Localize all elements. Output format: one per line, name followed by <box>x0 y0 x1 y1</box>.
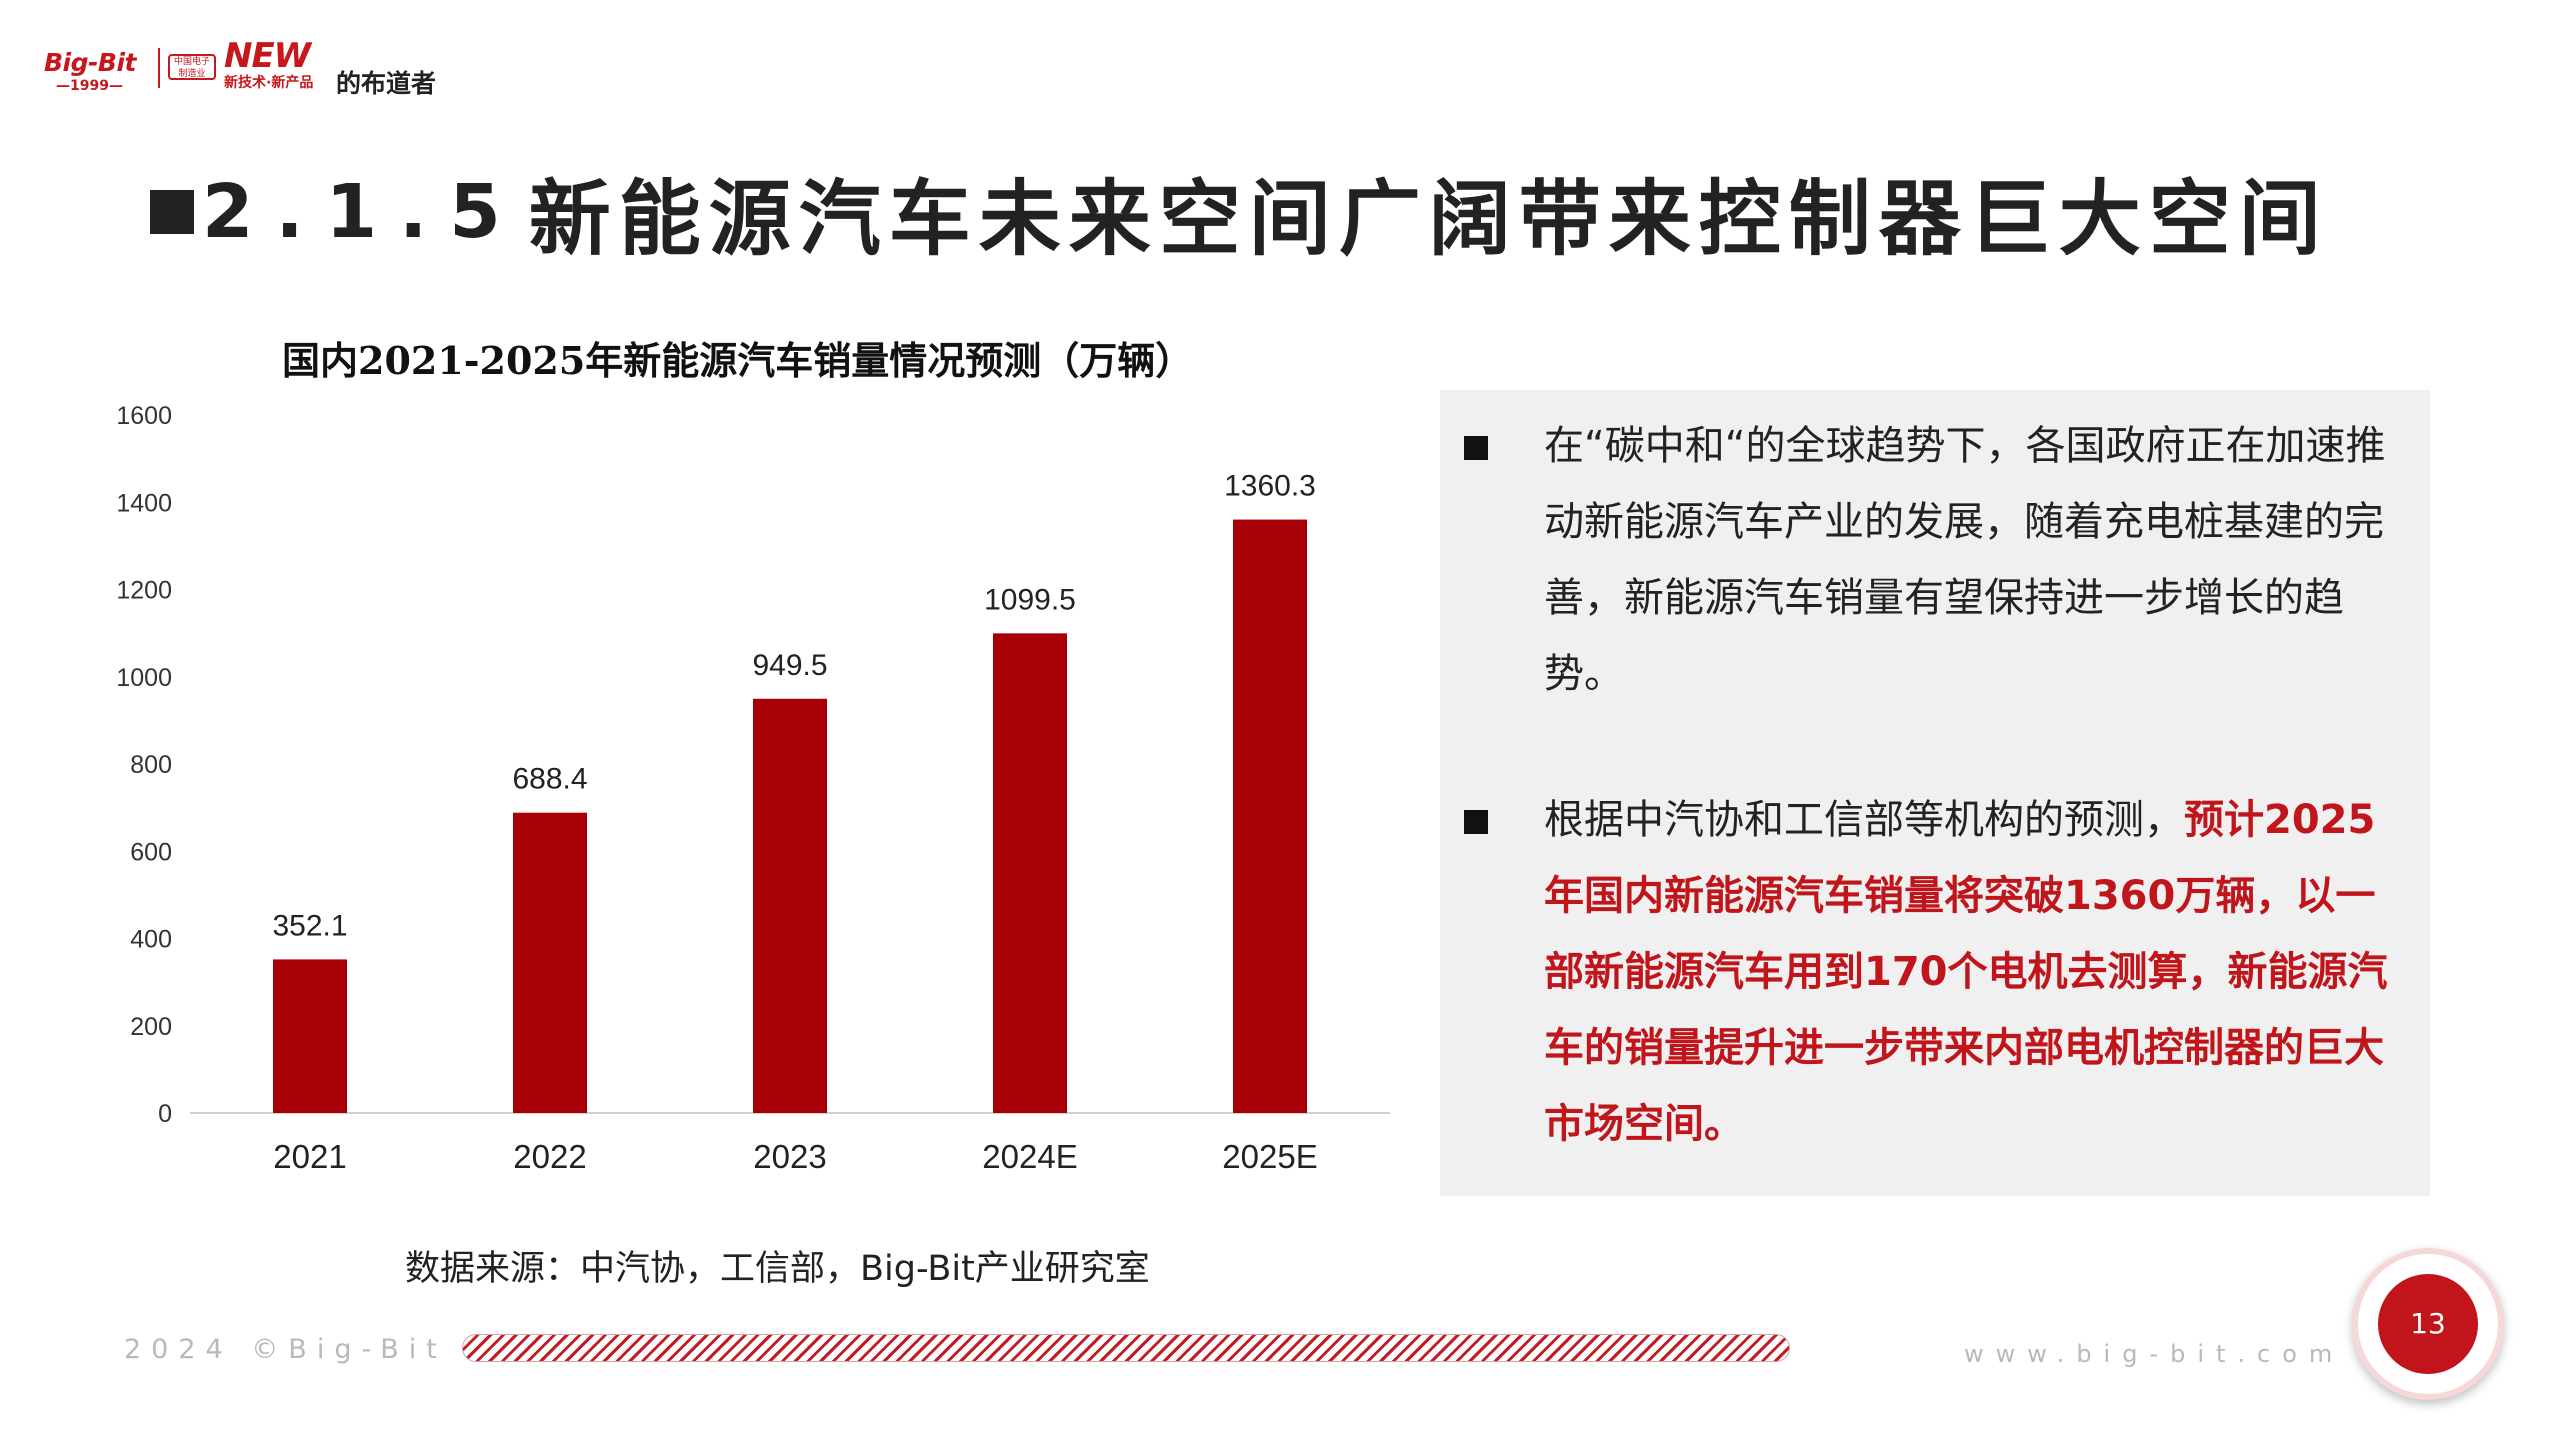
new-logo: NEW 新技术·新产品 <box>222 36 332 106</box>
bigbit-logo: Big-Bit —1999— <box>44 36 154 100</box>
bar <box>993 633 1067 1113</box>
bullet-item: 在“碳中和“的全球趋势下，各国政府正在加速推动新能源汽车产业的发展，随着充电桩基… <box>1464 408 2404 712</box>
title-number: 2.1.5 <box>202 168 523 255</box>
bullet-text: 根据中汽协和工信部等机构的预测，预计2025年国内新能源汽车销量将突破1360万… <box>1464 782 2404 1162</box>
bullet-square-icon <box>1464 436 1488 460</box>
bullet-highlight-text: 预计2025年国内新能源汽车销量将突破1360万辆，以一部新能源汽车用到170个… <box>1544 797 2388 1147</box>
bar-value-label: 949.5 <box>752 649 827 682</box>
bullet-plain-text: 根据中汽协和工信部等机构的预测， <box>1544 797 2184 843</box>
y-tick-label: 1200 <box>116 577 172 605</box>
y-tick-label: 800 <box>130 751 172 779</box>
y-tick-label: 200 <box>130 1013 172 1041</box>
bar-value-label: 352.1 <box>272 909 347 942</box>
bar-value-label: 1360.3 <box>1224 470 1316 503</box>
text-panel: 在“碳中和“的全球趋势下，各国政府正在加速推动新能源汽车产业的发展，随着充电桩基… <box>1440 390 2430 1196</box>
logo-year: —1999— <box>56 78 123 94</box>
y-tick-label: 600 <box>130 838 172 866</box>
x-tick-label: 2025E <box>1222 1138 1317 1175</box>
bar-value-label: 688.4 <box>512 763 587 796</box>
logo-tagline: 新技术·新产品 <box>224 75 314 91</box>
bullet-text: 在“碳中和“的全球趋势下，各国政府正在加速推动新能源汽车产业的发展，随着充电桩基… <box>1544 423 2386 697</box>
bullet-item: 根据中汽协和工信部等机构的预测，预计2025年国内新能源汽车销量将突破1360万… <box>1464 782 2404 1162</box>
footer-copyright: 2024 ©Big-Bit <box>124 1334 447 1365</box>
y-tick-label: 1400 <box>116 489 172 517</box>
logo-tail-text: 的布道者 <box>336 69 437 98</box>
footer-website: www.big-bit.com <box>1964 1340 2345 1368</box>
chart-title: 国内2021-2025年新能源汽车销量情况预测（万辆） <box>282 338 1194 383</box>
x-tick-label: 2024E <box>982 1138 1077 1175</box>
bullet-square-icon <box>1464 810 1488 834</box>
x-tick-label: 2021 <box>273 1138 346 1175</box>
y-tick-label: 400 <box>130 926 172 954</box>
slide-title: 2.1.5 新能源汽车未来空间广阔带来控制器巨大空间 <box>150 152 2329 271</box>
brand-logo: Big-Bit —1999— 中国电子制造业 NEW 新技术·新产品 的布道者 <box>44 36 436 106</box>
title-text: 新能源汽车未来空间广阔带来控制器巨大空间 <box>528 172 2329 267</box>
bar <box>273 959 347 1113</box>
page-number-badge: 13 <box>2352 1248 2504 1400</box>
logo-brand-text: Big-Bit <box>44 48 136 77</box>
logo-divider <box>158 48 160 88</box>
bar <box>513 812 587 1113</box>
footer-hatch-bar <box>462 1334 1790 1362</box>
bar-value-label: 1099.5 <box>984 583 1076 616</box>
logo-new-text: NEW <box>224 36 311 76</box>
y-tick-label: 1000 <box>116 664 172 692</box>
y-tick-label: 1600 <box>116 402 172 430</box>
x-tick-label: 2023 <box>753 1138 826 1175</box>
page-number: 13 <box>2378 1274 2478 1374</box>
bar <box>753 698 827 1113</box>
title-square-icon <box>150 189 194 234</box>
logo-cn-box: 中国电子制造业 <box>168 54 216 80</box>
x-tick-label: 2022 <box>513 1138 586 1175</box>
bar <box>1233 519 1307 1113</box>
y-tick-label: 0 <box>158 1100 172 1128</box>
chart-source: 数据来源：中汽协，工信部，Big-Bit产业研究室 <box>405 1249 1150 1289</box>
bar-chart: 0 200 400 600 800 1000 1200 1400 1600 352.1 2021 68… <box>116 402 1390 1175</box>
